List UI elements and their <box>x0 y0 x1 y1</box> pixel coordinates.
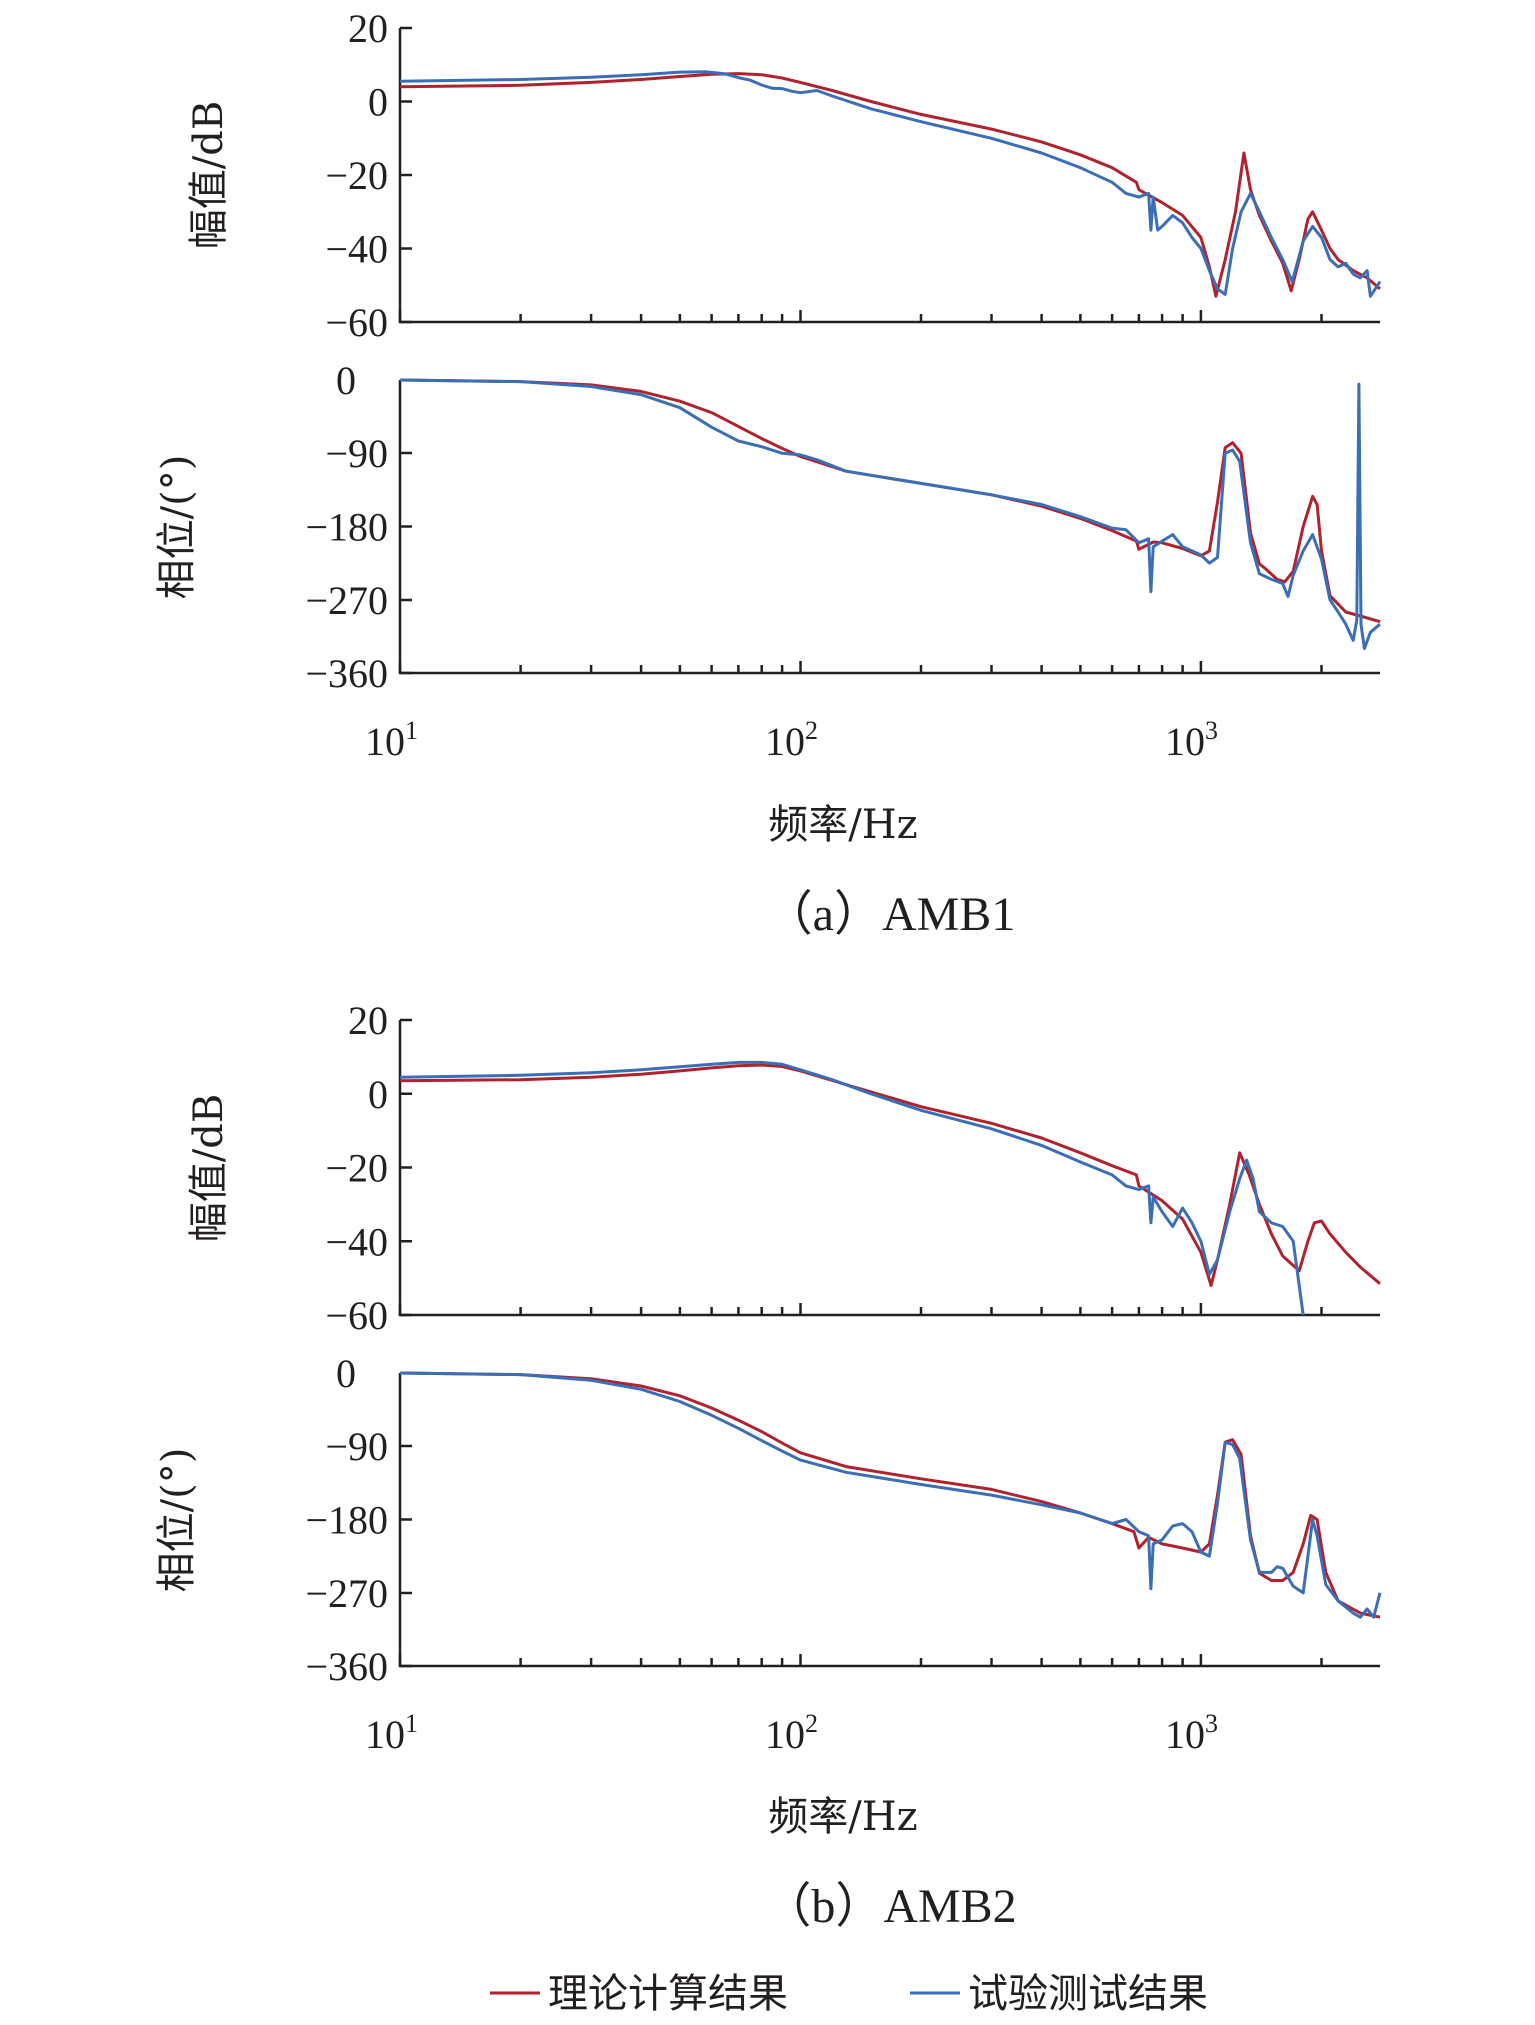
chart-a-phase-panel: 0 −90 −180 −270 −360 相位/(°) <box>154 358 1381 696</box>
chart-b-phase-ytick-label: 0 <box>336 1351 356 1396</box>
chart-a-xtick-label: 103 <box>1165 716 1218 764</box>
x-axis-ticks <box>398 1654 1323 1666</box>
legend-label-exp: 试验测试结果 <box>968 1971 1208 2017</box>
x-axis-ticks <box>398 1303 1323 1315</box>
chart-a-xtick-label: 102 <box>765 716 818 764</box>
chart-a-phase-ytick-label: 0 <box>336 358 356 403</box>
chart-b-caption: （b）AMB2 <box>763 1880 1016 1933</box>
chart-a-caption: （a）AMB1 <box>765 888 1016 941</box>
chart-b-phase-yticks: 0 −90 −180 −270 −360 <box>305 1351 412 1689</box>
chart-b-mag-ytick-label: −60 <box>325 1293 388 1338</box>
chart-b-phase-ytick-label: −360 <box>305 1644 388 1689</box>
x-axis-ticks <box>398 661 1323 673</box>
chart-a-xtick-label: 101 <box>365 716 418 764</box>
chart-a-mag-ytick-label: −20 <box>325 153 388 198</box>
chart-b-magnitude-yticks: 20 0 −20 −40 −60 <box>325 998 412 1338</box>
chart-a-phase-ytick-label: −360 <box>305 651 388 696</box>
chart-b-mag-ytick-label: 0 <box>368 1072 388 1117</box>
chart-a-magnitude-series-theory <box>399 72 1381 298</box>
chart-a-phase-yticks: 0 −90 −180 −270 −360 <box>305 358 412 696</box>
chart-b-xtick-label: 102 <box>765 1709 818 1757</box>
chart-b-mag-ytick-label: −20 <box>325 1146 388 1191</box>
chart-b-phase-series-exp <box>399 1371 1382 1619</box>
chart-a-mag-ytick-label: −60 <box>325 300 388 345</box>
chart-a-phase-ytick-label: −270 <box>305 578 388 623</box>
chart-a-magnitude-axes <box>398 28 1380 324</box>
chart-a-magnitude-yticks: 20 0 −20 −40 −60 <box>325 6 412 345</box>
chart-b-xtick-label: 103 <box>1165 1709 1218 1757</box>
chart-b-phase-ytick-label: −270 <box>305 1571 388 1616</box>
chart-a-xlabel: 频率/Hz <box>768 802 917 848</box>
chart-b-mag-ytick-label: −40 <box>325 1219 388 1264</box>
chart-b-phase-ytick-label: −90 <box>325 1424 388 1469</box>
chart-b-magnitude-series-theory <box>399 1063 1381 1287</box>
chart-b-magnitude-ylabel: 幅值/dB <box>186 1094 232 1242</box>
chart-a-magnitude-series-exp <box>399 70 1382 298</box>
chart-b-xlabel: 频率/Hz <box>768 1794 917 1840</box>
chart-b-magnitude-panel: 20 0 −20 −40 −60 幅值/dB <box>186 998 1381 1338</box>
chart-b-magnitude-axes <box>398 1020 1380 1317</box>
chart-b-phase-axes <box>398 1373 1380 1668</box>
legend: 理论计算结果 试验测试结果 <box>490 1971 1208 2017</box>
chart-a-phase-series-theory <box>399 378 1381 624</box>
chart-b: 20 0 −20 −40 −60 幅值/dB 0 −90 −180 <box>154 998 1382 1933</box>
chart-a-phase-ylabel: 相位/(°) <box>154 455 200 600</box>
chart-a-magnitude-panel: 20 0 −20 −40 −60 幅值/dB <box>186 6 1382 345</box>
chart-b-phase-panel: 0 −90 −180 −270 −360 相位/(°) <box>154 1351 1382 1689</box>
chart-a: 20 0 −20 −40 −60 幅值/dB 0 −90 −180 <box>154 6 1382 941</box>
chart-a-phase-ytick-label: −90 <box>325 431 388 476</box>
chart-a-magnitude-ylabel: 幅值/dB <box>186 101 232 249</box>
chart-a-phase-series-exp <box>399 378 1381 651</box>
chart-a-phase-ytick-label: −180 <box>305 505 388 550</box>
chart-a-phase-axes <box>398 380 1380 675</box>
chart-b-phase-ylabel: 相位/(°) <box>154 1448 200 1593</box>
x-axis-ticks <box>398 310 1323 322</box>
legend-label-theory: 理论计算结果 <box>548 1971 788 2017</box>
chart-a-mag-ytick-label: −40 <box>325 227 388 272</box>
chart-a-mag-ytick-label: 20 <box>348 6 388 51</box>
chart-b-magnitude-series-exp <box>399 1060 1305 1316</box>
chart-a-mag-ytick-label: 0 <box>368 80 388 125</box>
chart-b-phase-series-theory <box>399 1371 1381 1619</box>
chart-b-mag-ytick-label: 20 <box>348 998 388 1043</box>
chart-b-xtick-label: 101 <box>365 1709 418 1757</box>
chart-b-phase-ytick-label: −180 <box>305 1498 388 1543</box>
